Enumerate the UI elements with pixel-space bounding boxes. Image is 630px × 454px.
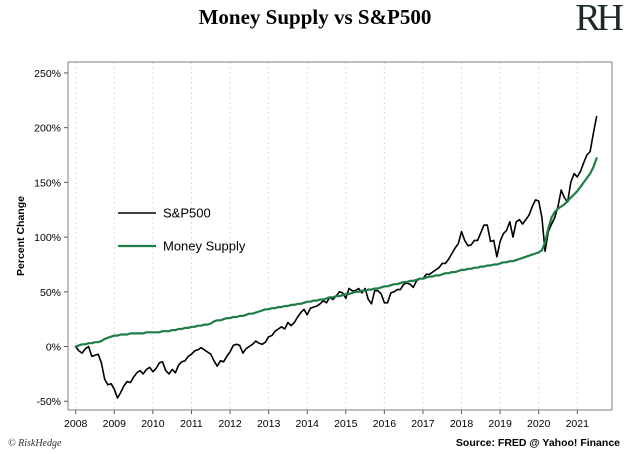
x-tick-label: 2014 [296,418,320,430]
y-tick-label: 150% [34,177,61,189]
y-tick-label: 0% [46,342,61,354]
page-title: Money Supply vs S&P500 [198,5,432,29]
x-tick-label: 2012 [218,418,242,430]
x-tick-label: 2008 [64,418,88,430]
x-tick-label: 2013 [257,418,281,430]
x-tick-label: 2021 [566,418,590,430]
x-tick-label: 2017 [411,418,435,430]
x-tick-label: 2020 [527,418,551,430]
y-tick-label: 250% [34,68,61,80]
x-tick-label: 2018 [450,418,474,430]
legend-label-0: S&P500 [163,206,211,221]
x-tick-label: 2016 [373,418,397,430]
s-p500-line [74,115,598,399]
legend-label-1: Money Supply [163,239,246,254]
y-tick-label: 100% [34,232,61,244]
plot-border [67,61,613,411]
y-tick-label: 50% [40,287,61,299]
x-tick-label: 2009 [103,418,127,430]
source-text: Source: FRED @ Yahoo! Finance [455,437,620,449]
x-tick-label: 2011 [180,418,203,430]
x-tick-label: 2010 [141,418,165,430]
x-tick-label: 2019 [488,418,512,430]
x-tick-label: 2015 [334,418,358,430]
money-supply-line [74,157,598,348]
copyright-text: © RiskHedge [8,438,62,449]
y-tick-label: -50% [36,396,61,408]
y-tick-label: 200% [34,123,61,135]
riskhedge-logo: RH [575,0,624,39]
